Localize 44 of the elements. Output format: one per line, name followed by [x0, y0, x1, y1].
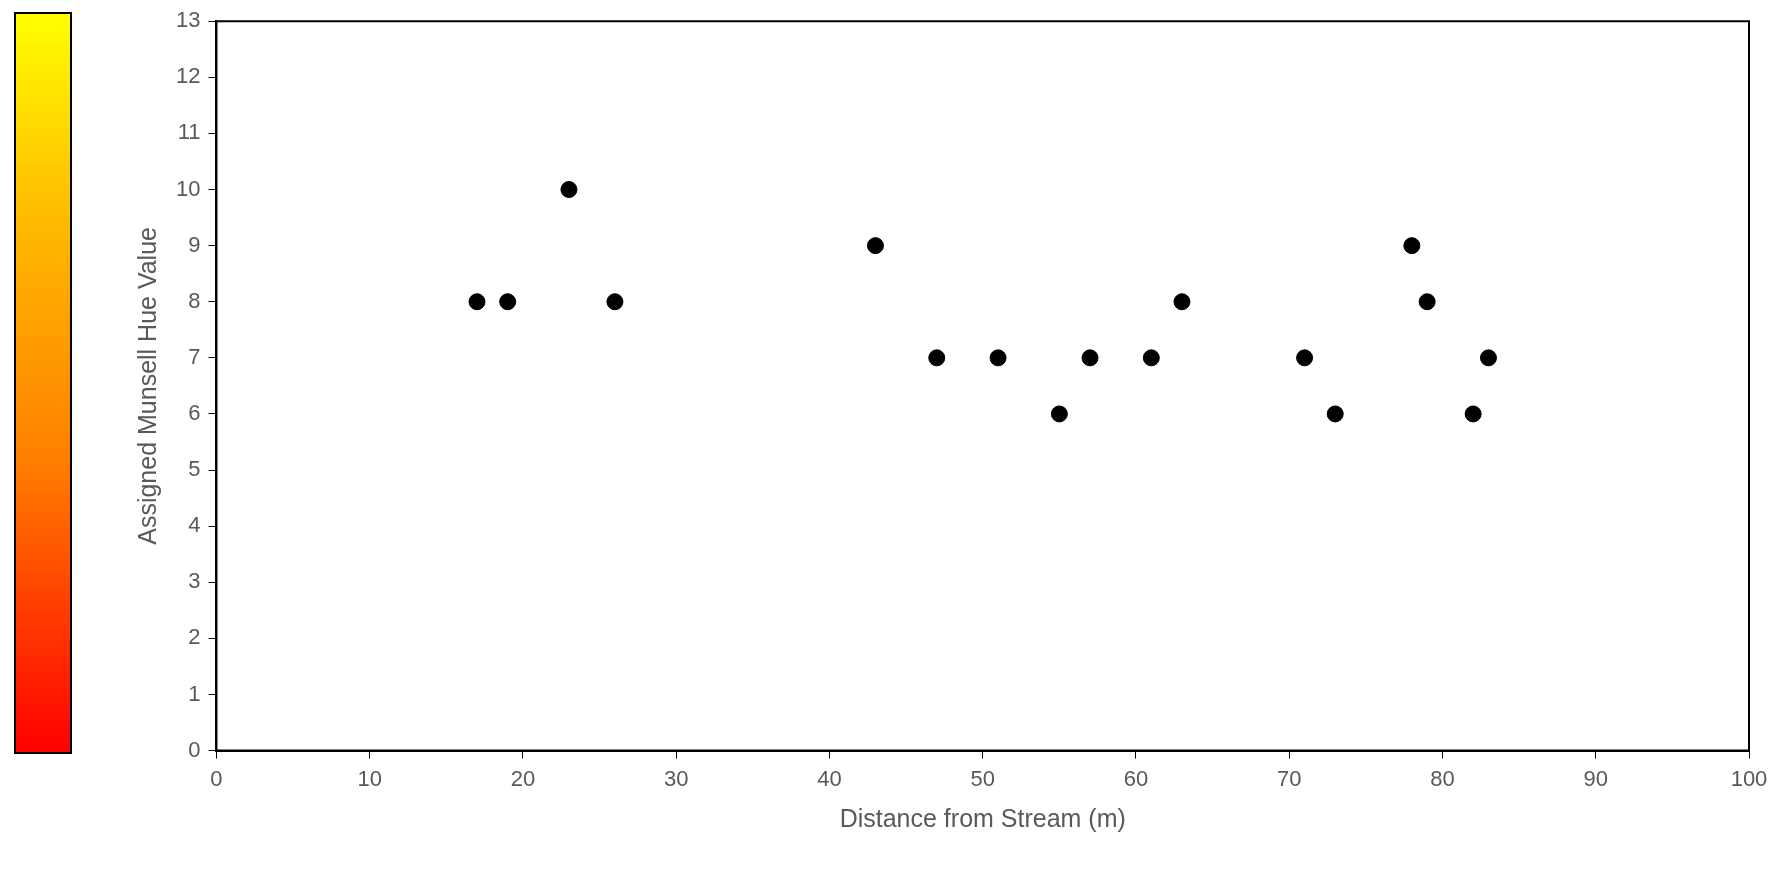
point [1081, 349, 1099, 367]
point [1173, 293, 1191, 311]
x-tick-label: 80 [1430, 765, 1455, 791]
x-tick-label: 60 [1123, 765, 1149, 791]
x-tick-label: 40 [817, 765, 842, 791]
x-tick-label: 90 [1583, 765, 1608, 791]
point [1296, 349, 1314, 367]
y-tick-label: 2 [188, 624, 201, 650]
y-tick-label: 8 [188, 287, 201, 313]
y-tick-label: 7 [188, 343, 201, 369]
point [1479, 349, 1497, 367]
x-tick-label: 70 [1277, 765, 1302, 791]
y-tick-label: 9 [188, 231, 201, 257]
y-tick-label: 11 [177, 119, 201, 145]
point [1418, 293, 1436, 311]
x-tick-label: 50 [970, 765, 995, 791]
point [560, 181, 578, 199]
y-tick-label: 6 [188, 400, 201, 426]
point [928, 349, 946, 367]
point [866, 237, 884, 255]
point [606, 293, 624, 311]
point [1464, 405, 1482, 423]
y-tick-label: 5 [188, 456, 201, 482]
y-tick-label: 3 [188, 568, 201, 594]
point [1326, 405, 1344, 423]
x-tick-label: 10 [357, 765, 382, 791]
y-tick-label: 4 [188, 512, 201, 538]
x-tick-label: 30 [663, 765, 689, 791]
y-tick-label: 0 [188, 736, 201, 762]
y-tick-label: 1 [188, 680, 201, 706]
point [499, 293, 517, 311]
point [1050, 405, 1068, 423]
point [1142, 349, 1160, 367]
x-tick-label: 100 [1730, 765, 1768, 791]
point [989, 349, 1007, 367]
x-tick-label: 0 [210, 765, 223, 791]
y-tick-label: 12 [175, 63, 201, 89]
point [1403, 237, 1421, 255]
y-axis-title: Assigned Munsell Hue Value [132, 227, 161, 545]
y-tick-label: 13 [175, 7, 201, 33]
x-axis-title: Distance from Stream (m) [839, 803, 1126, 832]
x-tick-label: 20 [510, 765, 536, 791]
y-tick-label: 10 [175, 175, 201, 201]
point [468, 293, 486, 311]
